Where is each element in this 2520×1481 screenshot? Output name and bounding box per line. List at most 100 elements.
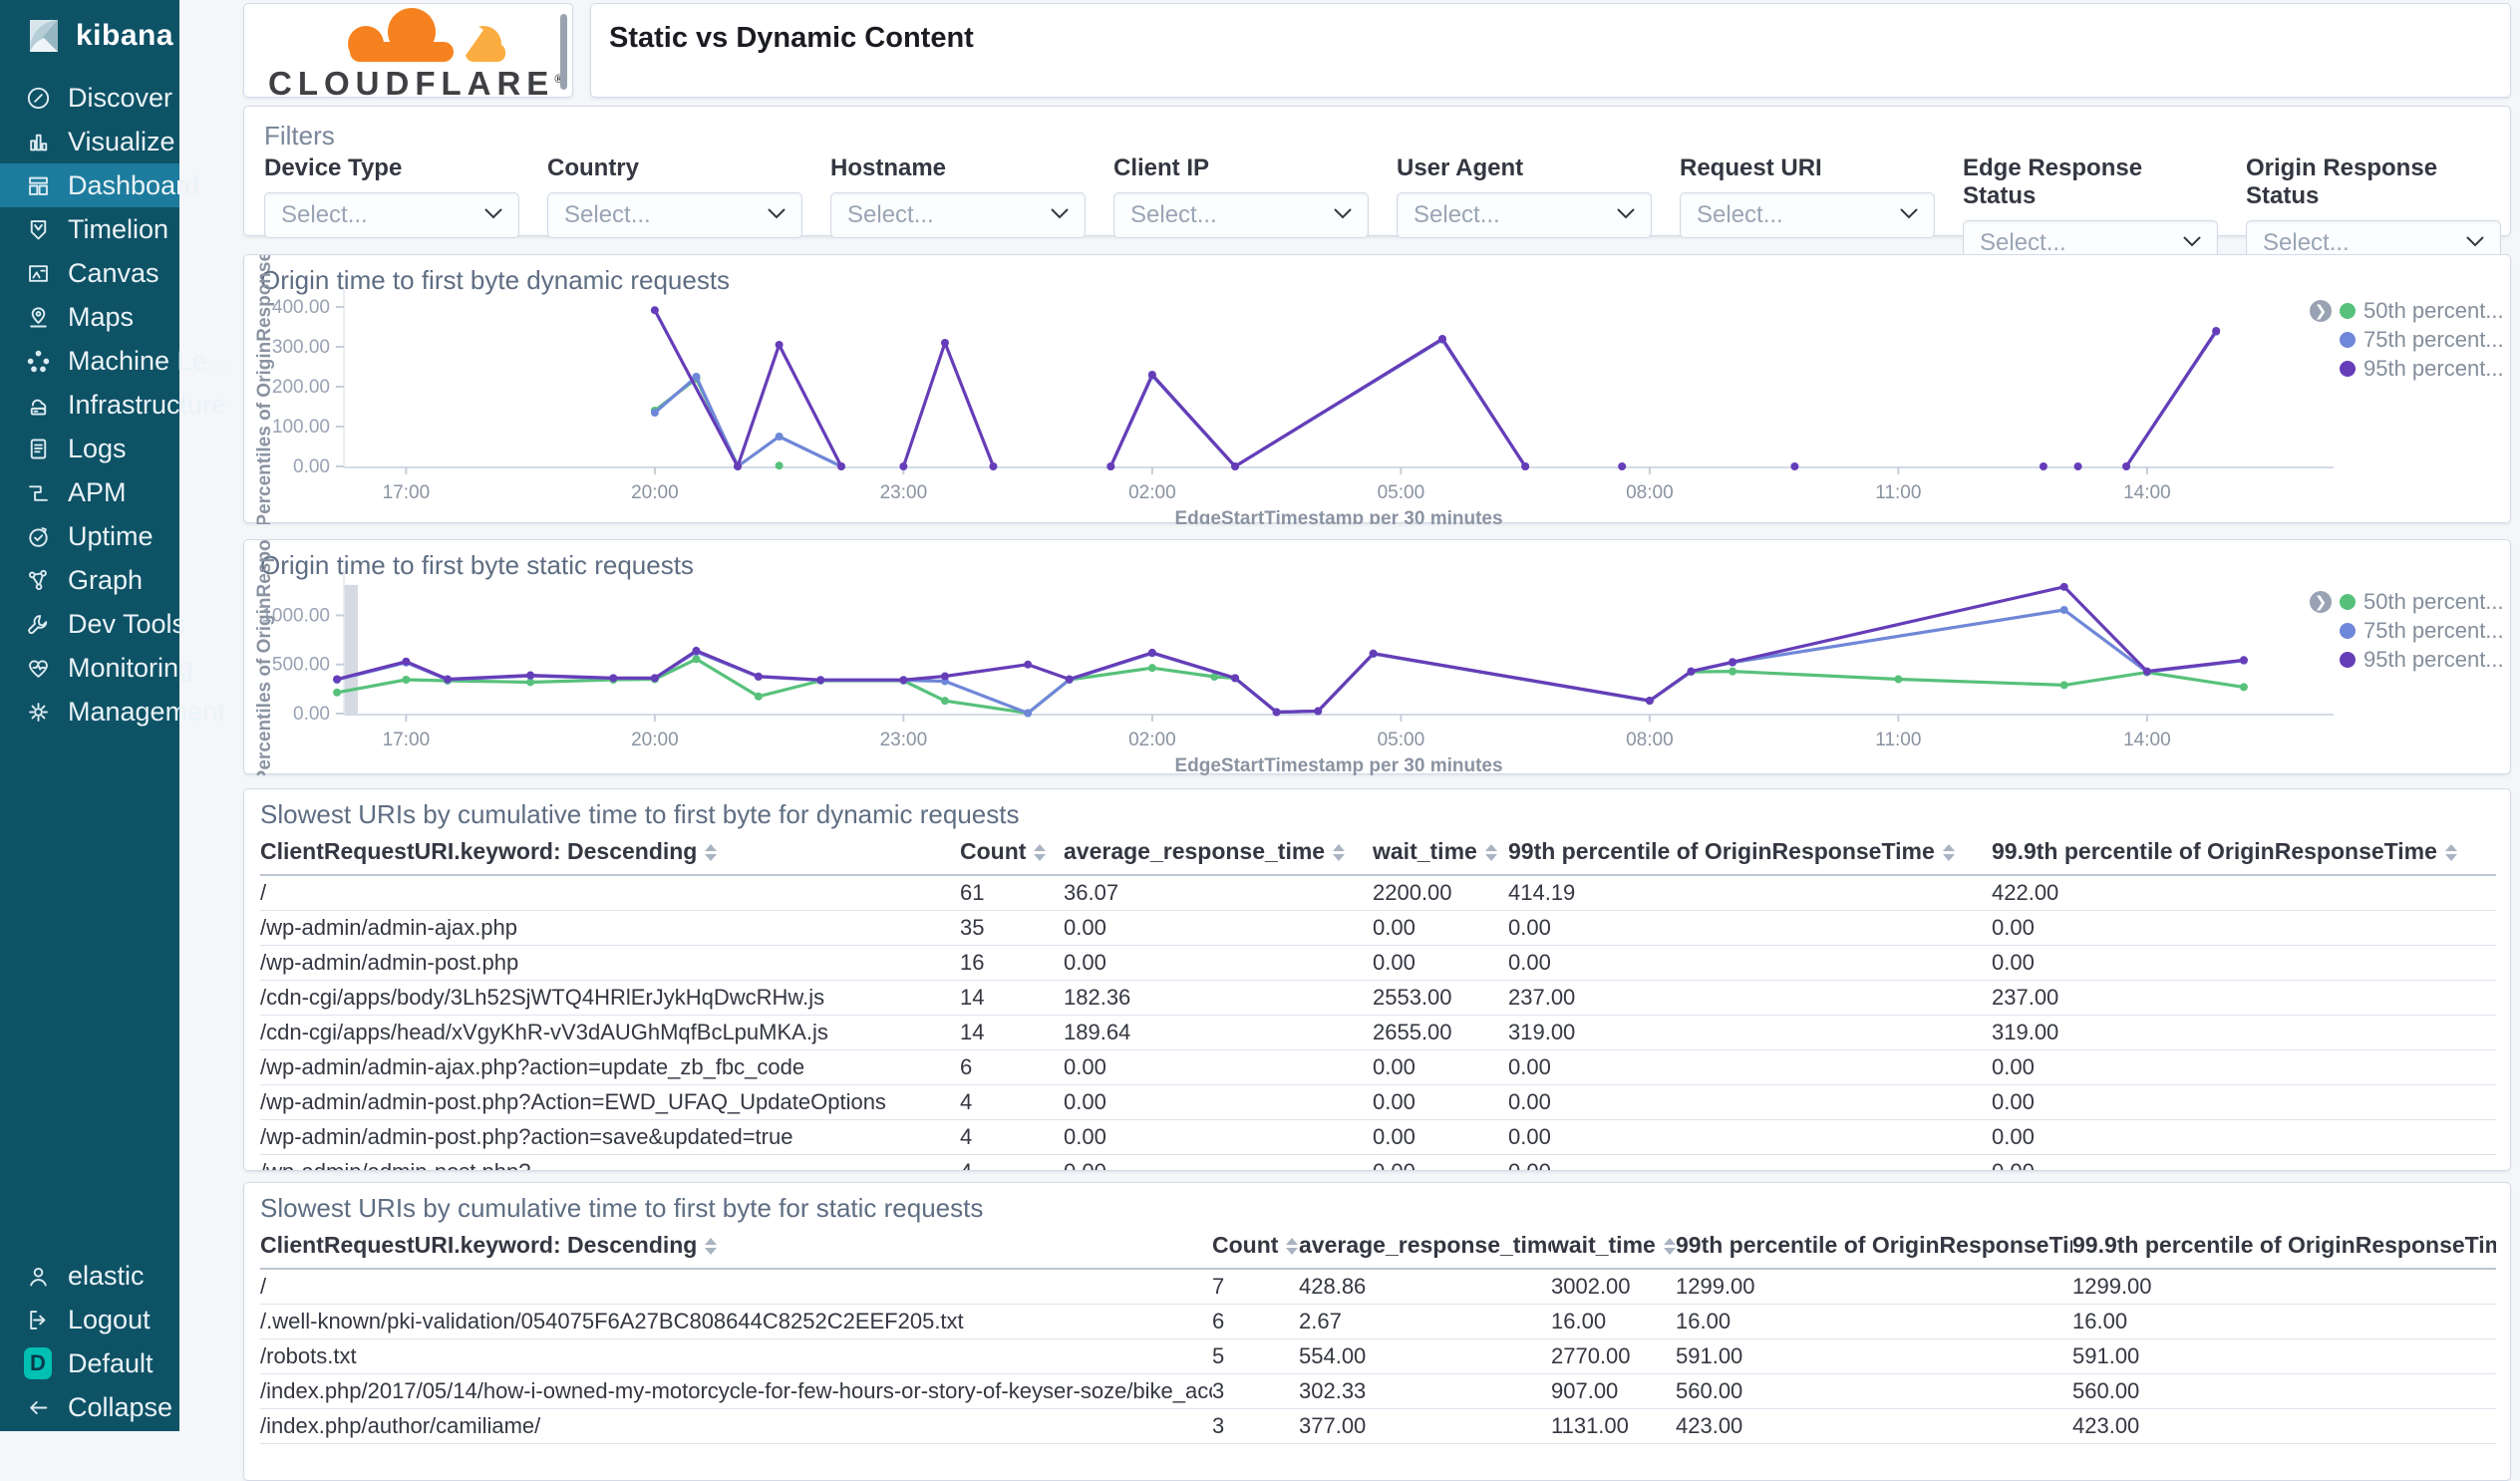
sidebar-item-dashboard[interactable]: Dashboard: [0, 163, 199, 207]
table-cell: 560.00: [1676, 1373, 2072, 1409]
sidebar-item-collapse[interactable]: Collapse: [0, 1385, 179, 1429]
table-cell: 554.00: [1299, 1338, 1551, 1374]
column-header[interactable]: average_response_time: [1064, 829, 1373, 876]
kibana-logo[interactable]: kibana: [0, 0, 179, 70]
svg-text:0.00: 0.00: [293, 704, 330, 725]
sidebar-item-canvas[interactable]: Canvas: [0, 251, 179, 295]
management-icon: [24, 698, 52, 726]
sidebar-item-visualize[interactable]: Visualize: [0, 120, 179, 163]
legend-expand-icon[interactable]: ❯: [2310, 591, 2332, 613]
filter-select-client-ip[interactable]: Select...: [1113, 192, 1369, 238]
sidebar-item-maps[interactable]: Maps: [0, 295, 179, 339]
sidebar-item-label: Management: [68, 696, 225, 727]
table-cell: 422.00: [1992, 875, 2496, 911]
chevron-down-icon: [1900, 206, 1918, 224]
table-cell: 0.00: [1508, 1084, 1992, 1120]
sidebar-item-graph[interactable]: Graph: [0, 558, 179, 602]
table-row: /wp-admin/admin-ajax.php?action=update_z…: [260, 1049, 2496, 1085]
sort-icon: [1484, 844, 1497, 862]
sidebar-item-monitoring[interactable]: Monitoring: [0, 646, 193, 690]
column-header-label: 99th percentile of OriginResponseTime: [1676, 1232, 2072, 1258]
sidebar-item-uptime[interactable]: Uptime: [0, 514, 179, 558]
select-placeholder: Select...: [1697, 201, 1783, 228]
column-header[interactable]: wait_time: [1373, 829, 1508, 876]
sidebar-item-dev-tools[interactable]: Dev Tools: [0, 602, 185, 646]
table-cell: 377.00: [1299, 1408, 1551, 1444]
sort-icon: [1286, 1238, 1299, 1256]
table-cell: 0.00: [1992, 1084, 2496, 1120]
column-header[interactable]: Count: [1212, 1223, 1299, 1270]
column-header[interactable]: ClientRequestURI.keyword: Descending: [260, 1223, 1212, 1270]
filter-group-hostname: Hostname Select...: [830, 154, 1086, 238]
table-cell: 0.00: [1508, 1119, 1992, 1155]
select-placeholder: Select...: [564, 201, 651, 228]
column-header[interactable]: Count: [960, 829, 1064, 876]
table-cell: 0.00: [1992, 1119, 2496, 1155]
column-header[interactable]: wait_time: [1551, 1223, 1676, 1270]
table-cell: 1299.00: [2072, 1269, 2496, 1305]
column-header-label: average_response_time: [1064, 838, 1326, 864]
svg-text:1000.00: 1000.00: [261, 605, 330, 626]
table-cell: /index.php/2017/05/14/how-i-owned-my-mot…: [260, 1373, 1212, 1409]
column-header-label: ClientRequestURI.keyword: Descending: [260, 838, 698, 864]
sidebar-item-default-space[interactable]: D Default: [0, 1341, 179, 1385]
svg-text:23:00: 23:00: [880, 482, 928, 503]
chevron-down-icon: [1334, 206, 1352, 224]
table-cell: 0.00: [1064, 1084, 1373, 1120]
filter-select-device-type[interactable]: Select...: [264, 192, 519, 238]
cloudflare-logo: CLOUDFLARE®: [268, 8, 563, 97]
legend-item-50th[interactable]: ❯ 50th percent...: [2310, 298, 2504, 323]
legend-item-50th[interactable]: ❯ 50th percent...: [2310, 589, 2504, 614]
svg-text:20:00: 20:00: [631, 482, 679, 503]
chart-panel-dynamic-ttfb: Origin time to first byte dynamic reques…: [243, 254, 2511, 524]
sidebar-item-logs[interactable]: Logs: [0, 427, 179, 470]
svg-text:200.00: 200.00: [272, 377, 330, 398]
sidebar-item-label: Uptime: [68, 520, 154, 551]
table-row: /wp-admin/admin-post.php?action=save&upd…: [260, 1119, 2496, 1155]
legend-spacer: [2310, 649, 2332, 671]
chevron-down-icon: [768, 206, 786, 224]
table-cell: 428.86: [1299, 1269, 1551, 1305]
chevron-down-icon: [2466, 234, 2484, 252]
legend-item-95th[interactable]: 95th percent...: [2310, 647, 2504, 672]
svg-text:23:00: 23:00: [880, 730, 928, 750]
filter-select-hostname[interactable]: Select...: [830, 192, 1086, 238]
column-header[interactable]: 99th percentile of OriginResponseTime: [1508, 829, 1992, 876]
filter-select-country[interactable]: Select...: [547, 192, 802, 238]
filter-select-user-agent[interactable]: Select...: [1397, 192, 1652, 238]
table-cell: 14: [960, 1015, 1064, 1050]
sidebar-item-logout[interactable]: Logout: [0, 1298, 179, 1341]
legend-label: 95th percent...: [2363, 647, 2504, 672]
column-header-label: 99th percentile of OriginResponseTime: [1508, 838, 1935, 864]
filter-group-origin-response-status: Origin Response Status Select...: [2246, 154, 2501, 266]
column-header[interactable]: average_response_time: [1299, 1223, 1551, 1270]
column-header[interactable]: ClientRequestURI.keyword: Descending: [260, 829, 960, 876]
table-header-row: ClientRequestURI.keyword: Descending Coun…: [260, 829, 2496, 876]
chart-title: Origin time to first byte static request…: [260, 550, 694, 580]
sidebar-item-machine-learning[interactable]: Machine Le...: [0, 339, 229, 383]
svg-text:100.00: 100.00: [272, 417, 330, 438]
sidebar-item-management[interactable]: Management: [0, 690, 225, 734]
table-cell: 0.00: [1064, 910, 1373, 946]
filter-label: Country: [547, 154, 639, 181]
filter-select-request-uri[interactable]: Select...: [1680, 192, 1935, 238]
uptime-icon: [24, 522, 52, 550]
column-header[interactable]: 99.9th percentile of OriginResponseTime: [1992, 829, 2496, 876]
svg-text:17:00: 17:00: [383, 482, 431, 503]
sidebar-item-user[interactable]: elastic: [0, 1254, 179, 1298]
sidebar-item-label: Collapse: [68, 1391, 173, 1422]
sidebar-item-apm[interactable]: APM: [0, 470, 179, 514]
panel-scrollbar[interactable]: [560, 14, 567, 90]
column-header[interactable]: 99th percentile of OriginResponseTime: [1676, 1223, 2072, 1270]
legend-item-75th[interactable]: 75th percent...: [2310, 327, 2504, 352]
legend-item-75th[interactable]: 75th percent...: [2310, 618, 2504, 643]
legend-expand-icon[interactable]: ❯: [2310, 300, 2332, 322]
table-cell: 16.00: [1551, 1304, 1676, 1339]
legend-item-95th[interactable]: 95th percent...: [2310, 356, 2504, 381]
table-cell: 0.00: [1373, 910, 1508, 946]
sidebar-item-infrastructure[interactable]: Infrastructure: [0, 383, 226, 427]
sidebar-item-timelion[interactable]: Timelion: [0, 207, 179, 251]
sidebar-item-discover[interactable]: Discover: [0, 76, 179, 120]
column-header[interactable]: 99.9th percentile of OriginResponseTime: [2072, 1223, 2496, 1270]
select-placeholder: Select...: [281, 201, 368, 228]
